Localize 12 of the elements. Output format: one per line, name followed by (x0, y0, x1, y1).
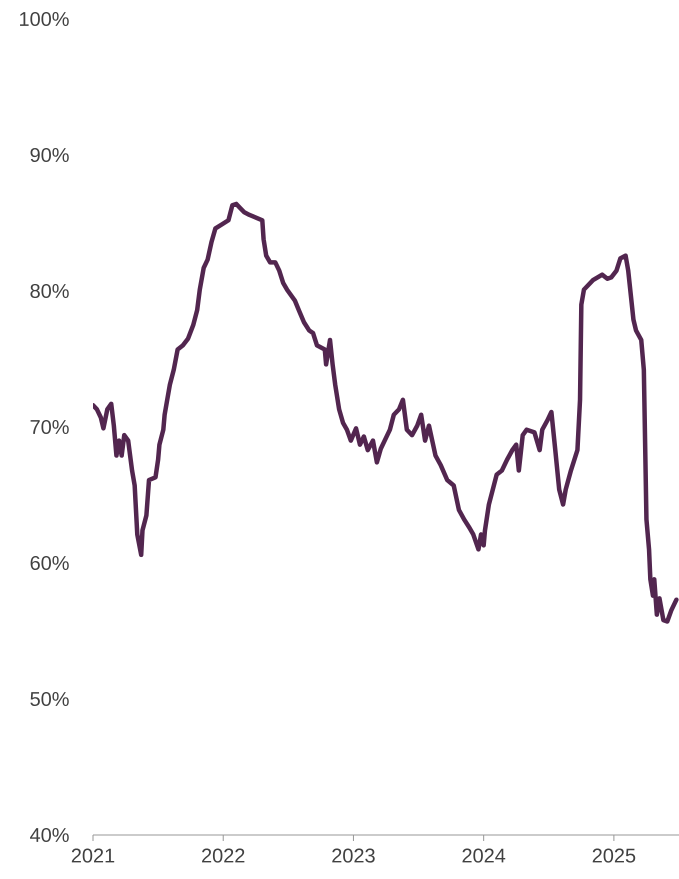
y-tick-label: 70% (30, 420, 69, 434)
y-tick-label: 100% (20, 12, 69, 26)
y-tick-label: 40% (30, 828, 69, 842)
x-tick-label: 2024 (462, 848, 506, 863)
y-tick-label: 60% (30, 556, 69, 570)
y-tick-label: 50% (30, 692, 69, 706)
x-tick-label: 2022 (202, 848, 244, 863)
x-tick-label: 2023 (332, 848, 375, 863)
x-tick-label: 2025 (592, 848, 636, 863)
y-tick-label: 80% (30, 284, 69, 298)
y-tick-label: 90% (30, 148, 69, 162)
x-tick-label: 2021 (72, 848, 114, 863)
